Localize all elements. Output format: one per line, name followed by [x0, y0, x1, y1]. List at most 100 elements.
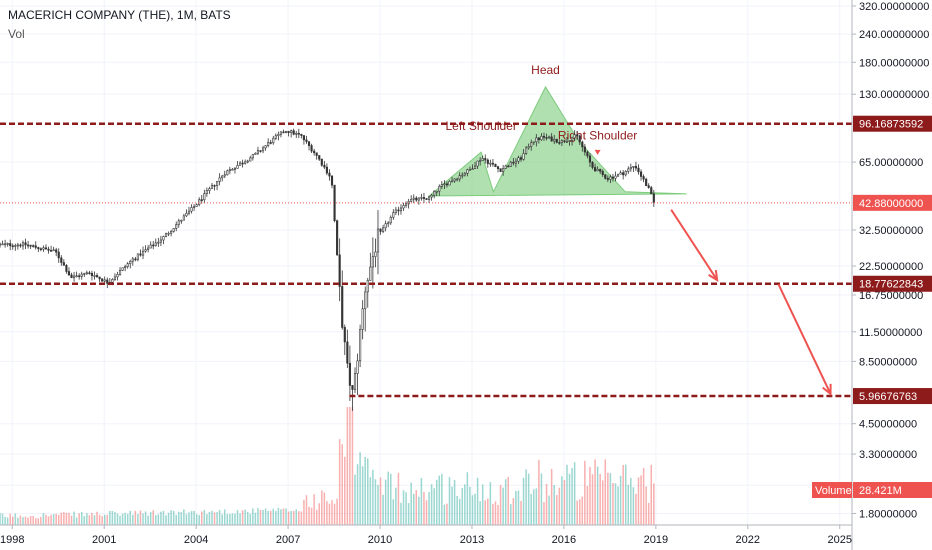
- candle-body: [200, 199, 203, 201]
- y-tick-label: 32.50000000: [859, 225, 923, 237]
- volume-bar: [218, 510, 221, 525]
- candle-body: [382, 227, 385, 232]
- candle-body: [261, 147, 265, 152]
- volume-bar: [520, 500, 522, 525]
- x-tick-label: 2007: [276, 534, 300, 546]
- volume-bar: [172, 510, 175, 525]
- candle-body: [216, 181, 219, 186]
- candle-body: [606, 178, 609, 180]
- candle-body: [90, 273, 94, 276]
- volume-value-label: 28.421M: [859, 485, 902, 497]
- volume-bar: [499, 484, 502, 525]
- candle-body: [313, 150, 316, 154]
- volume-bar: [137, 514, 139, 525]
- volume-bar: [453, 480, 456, 525]
- candle-body: [193, 206, 196, 208]
- candle-body: [27, 244, 30, 247]
- volume-bar: [47, 516, 50, 525]
- candle-body: [438, 186, 441, 192]
- candle-body: [517, 157, 520, 162]
- candle-body: [330, 175, 334, 186]
- candle-body: [21, 242, 25, 247]
- volume-bar: [627, 484, 630, 525]
- volume-bar: [586, 486, 589, 525]
- volume-bar: [558, 487, 561, 525]
- volume-bar: [591, 474, 594, 525]
- candle-body: [116, 274, 119, 278]
- candle-body: [208, 188, 211, 191]
- candle-body: [121, 267, 124, 271]
- volume-bar: [216, 512, 218, 525]
- volume-bar: [165, 515, 167, 525]
- volume-bar: [55, 513, 57, 525]
- candle-body: [318, 155, 321, 160]
- volume-bar: [377, 484, 379, 525]
- candle-body: [44, 247, 48, 250]
- candle-body: [399, 207, 403, 212]
- candle-body: [83, 273, 86, 275]
- candle-body: [80, 273, 83, 277]
- volume-bar: [645, 486, 647, 525]
- volume-bar: [653, 483, 655, 525]
- volume-bar: [637, 477, 640, 525]
- projection-arrow-head: [708, 269, 719, 282]
- volume-bar: [589, 466, 591, 525]
- volume-bar: [374, 479, 377, 525]
- volume-bar: [471, 495, 474, 525]
- volume-bar: [147, 515, 149, 525]
- candle-body: [149, 244, 152, 249]
- volume-bar: [292, 510, 295, 525]
- volume-bar: [259, 510, 262, 525]
- x-tick-label: 2001: [92, 534, 116, 546]
- volume-bar: [157, 514, 160, 525]
- candle-body: [417, 197, 420, 201]
- candle-body: [571, 137, 574, 141]
- volume-bar: [267, 510, 269, 525]
- candle-body: [440, 184, 443, 187]
- volume-bar: [640, 475, 642, 525]
- volume-bar: [226, 514, 229, 525]
- volume-bar: [412, 493, 415, 525]
- volume-bar: [285, 508, 287, 525]
- volume-bar: [144, 511, 147, 525]
- volume-bar: [83, 516, 86, 525]
- candle-body: [203, 193, 206, 201]
- candle-body: [159, 239, 162, 243]
- volume-bar: [446, 503, 448, 525]
- volume-bar: [308, 506, 310, 525]
- volume-bar: [612, 483, 614, 525]
- candle-body: [210, 184, 214, 189]
- price-level-label: 5.96676763: [859, 391, 917, 403]
- volume-bar: [354, 474, 356, 525]
- volume-bar: [448, 477, 451, 525]
- y-tick-label: 130.00000000: [859, 89, 929, 101]
- candle-body: [57, 251, 60, 259]
- candle-body: [251, 154, 254, 159]
- candle-body: [581, 141, 584, 148]
- candle-body: [394, 209, 397, 213]
- volume-bar: [540, 473, 543, 525]
- volume-bar: [433, 488, 435, 525]
- volume-bar: [252, 508, 254, 525]
- volume-bar: [497, 504, 499, 525]
- candle-body: [619, 172, 622, 175]
- candle-body: [101, 278, 104, 282]
- candle-body: [435, 190, 438, 193]
- x-tick-label: 2010: [368, 534, 392, 546]
- volume-bar: [387, 471, 389, 525]
- candle-body: [389, 216, 392, 224]
- candle-body: [624, 170, 627, 176]
- chart-title: MACERICH COMPANY (THE), 1M, BATS: [8, 8, 231, 22]
- candle-body: [1, 243, 4, 246]
- volume-bar: [0, 513, 1, 525]
- volume-bar: [315, 509, 318, 525]
- volume-bar: [264, 508, 267, 525]
- x-tick-label: 1998: [0, 534, 24, 546]
- volume-bar: [563, 480, 566, 525]
- candle-body: [491, 162, 494, 165]
- volume-bar: [517, 490, 520, 525]
- y-tick-label: 16.75000000: [859, 290, 923, 302]
- volume-bar: [160, 511, 162, 525]
